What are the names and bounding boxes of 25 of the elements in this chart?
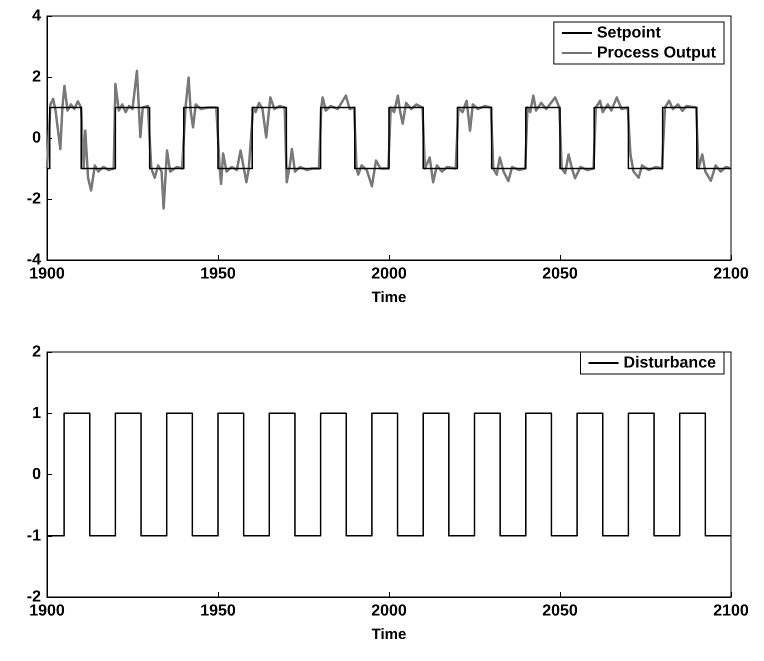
y-tick-label: -2: [26, 190, 42, 208]
y-tick-label: 0: [32, 130, 42, 146]
x-tick-label: 2050: [542, 602, 578, 620]
y-tick-label: -2: [26, 588, 42, 606]
x-axis-title: Time: [372, 289, 406, 306]
x-tick-label: 1900: [29, 266, 65, 282]
x-tick-label: 2100: [713, 266, 749, 282]
x-tick-label: 2100: [713, 602, 749, 620]
y-tick-label: 2: [32, 68, 42, 86]
x-tick-label: 1900: [29, 602, 65, 620]
x-axis-title: Time: [372, 626, 406, 643]
x-tick-label: 2000: [371, 266, 407, 282]
legend-label: Process Output: [596, 44, 717, 62]
y-tick-label: 4: [32, 8, 42, 24]
y-tick-label: -4: [26, 252, 42, 268]
x-tick-label: 1950: [200, 266, 236, 282]
y-tick-label: 0: [32, 466, 42, 483]
y-tick-label: 2: [32, 344, 42, 360]
x-tick-label: 1950: [200, 602, 236, 620]
y-tick-label: -1: [26, 527, 42, 544]
x-tick-label: 2000: [371, 602, 407, 620]
y-tick-label: 1: [32, 404, 42, 422]
legend-label: Setpoint: [596, 24, 662, 42]
x-tick-label: 2050: [542, 266, 578, 282]
legend-label: Disturbance: [624, 354, 716, 372]
